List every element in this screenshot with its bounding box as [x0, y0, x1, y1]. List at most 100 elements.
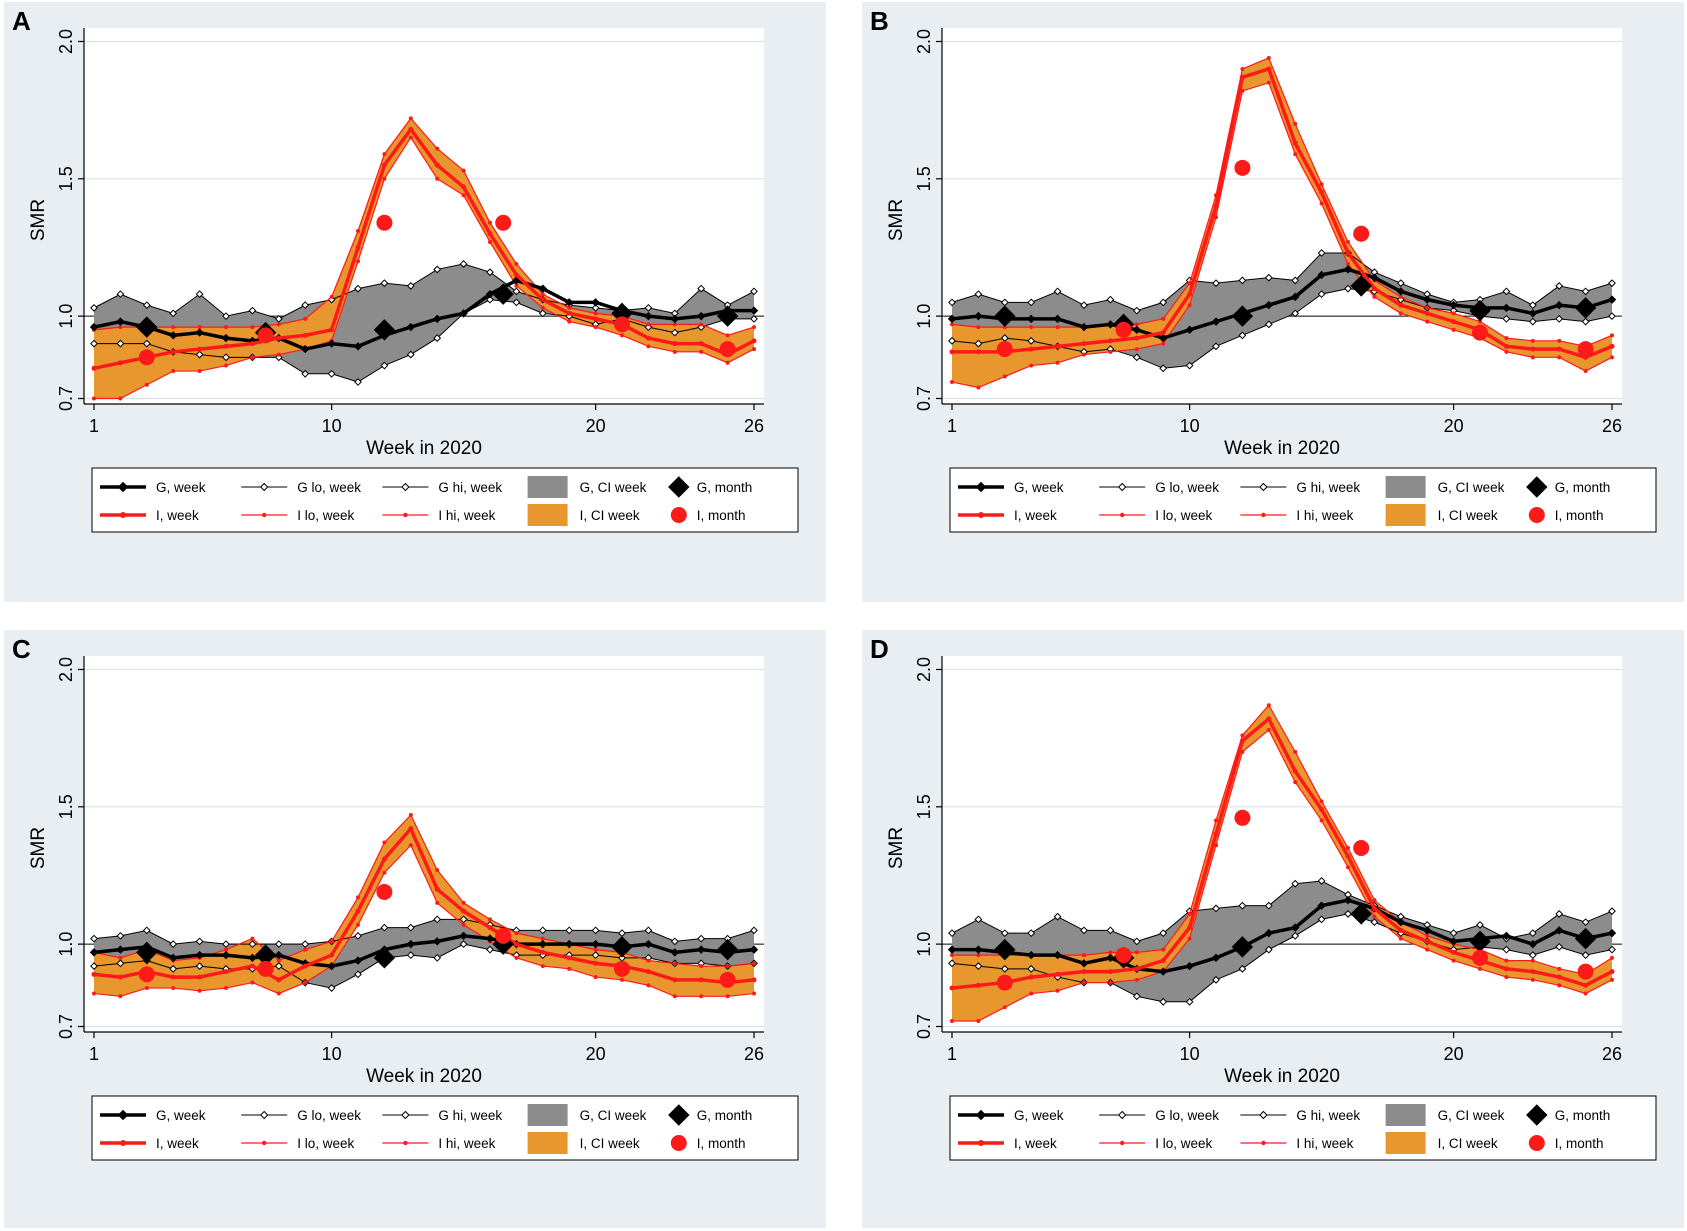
data-point	[1502, 287, 1511, 296]
x-axis-title: Week in 2020	[1224, 438, 1340, 459]
legend-item-i-week: I, week	[958, 508, 1057, 523]
data-point	[406, 923, 415, 932]
data-point	[485, 289, 495, 299]
data-point	[699, 349, 704, 354]
data-point	[354, 931, 362, 940]
data-point	[1134, 335, 1140, 341]
data-point	[1346, 846, 1350, 850]
data-point	[116, 290, 125, 299]
data-point	[276, 977, 282, 983]
data-point	[1343, 265, 1353, 274]
i-month-series	[138, 883, 736, 988]
data-point	[353, 956, 363, 965]
legend: G, week G lo, week G hi, week G, CI week G, …	[91, 1095, 799, 1161]
data-point	[1555, 942, 1564, 951]
data-point	[1478, 319, 1482, 324]
data-point	[142, 339, 151, 348]
y-tick-label: 2.0	[914, 29, 934, 54]
data-point	[950, 953, 954, 958]
data-point	[1027, 298, 1036, 307]
data-point	[91, 971, 97, 977]
legend-item-i-hi: I hi, week	[382, 1136, 496, 1151]
data-point	[645, 969, 651, 975]
legend-marker	[117, 1109, 129, 1121]
i-month-marker	[138, 966, 155, 983]
data-point	[514, 261, 519, 266]
legend-label: G, week	[156, 1108, 206, 1123]
data-point	[435, 176, 440, 181]
data-point	[1027, 929, 1036, 938]
x-tick-label: 10	[322, 416, 342, 436]
data-point	[948, 336, 956, 345]
panel-letter: B	[870, 6, 889, 36]
data-point	[948, 298, 956, 307]
data-point	[1504, 958, 1509, 963]
data-point	[1530, 355, 1535, 360]
data-point	[1530, 977, 1535, 982]
data-point	[1319, 182, 1324, 187]
data-point	[1159, 364, 1168, 373]
data-point	[169, 309, 178, 318]
data-point	[1239, 738, 1245, 744]
data-point	[540, 297, 546, 303]
data-point	[1424, 310, 1430, 316]
g-month-marker	[136, 941, 158, 964]
data-point	[197, 369, 202, 374]
data-point	[459, 309, 468, 318]
data-point	[92, 396, 96, 401]
data-point	[1581, 287, 1590, 296]
data-point	[672, 341, 678, 347]
data-point	[406, 350, 415, 359]
series-line	[951, 81, 1613, 389]
data-point	[461, 193, 466, 198]
data-point	[302, 332, 308, 338]
data-point	[670, 314, 680, 324]
data-point	[1398, 302, 1404, 308]
data-point	[90, 962, 98, 970]
data-point	[276, 352, 281, 357]
data-point	[538, 939, 548, 949]
data-point	[1159, 929, 1168, 938]
data-point	[1319, 818, 1324, 823]
data-point	[168, 331, 178, 340]
data-point	[461, 922, 466, 927]
data-point	[593, 975, 598, 980]
data-point	[1581, 951, 1590, 960]
data-point	[1610, 355, 1614, 360]
data-point	[947, 314, 957, 324]
data-point	[327, 961, 336, 971]
legend-item-g-hi: G hi, week	[382, 480, 502, 495]
data-point	[329, 952, 335, 958]
i-lo-series	[950, 727, 1614, 1024]
data-point	[672, 349, 677, 354]
data-point	[644, 926, 653, 935]
legend-item-g-hi: G hi, week	[1240, 1108, 1360, 1123]
i-month-marker	[495, 214, 512, 231]
legend-item-i-lo: I lo, week	[1099, 508, 1212, 523]
data-point	[195, 962, 204, 970]
data-point	[1080, 301, 1088, 310]
legend-item-g-month: G, month	[668, 1104, 752, 1126]
data-point	[1082, 953, 1086, 958]
data-point	[1583, 991, 1588, 996]
data-point	[488, 917, 492, 922]
data-point	[1557, 966, 1562, 971]
data-point	[327, 984, 336, 992]
data-point	[514, 283, 519, 288]
data-point	[380, 279, 389, 288]
data-point	[538, 284, 548, 293]
legend-item-g-ci: G, CI week	[1385, 1104, 1505, 1126]
data-point	[750, 314, 758, 323]
data-point	[91, 365, 97, 371]
legend-marker	[117, 481, 129, 493]
chart-panel-d: D 0.7 1.0 1.5 2.0 1 10 20 26 Week in 2020 SMR G, w…	[862, 630, 1684, 1228]
legend-item-i-ci: I, CI week	[527, 1132, 640, 1154]
data-point	[248, 953, 257, 963]
legend-swatch	[1385, 1104, 1426, 1126]
i-month-marker	[1353, 840, 1370, 856]
data-point	[1317, 901, 1326, 910]
data-point	[276, 322, 281, 327]
data-point	[646, 983, 651, 988]
data-point	[1081, 341, 1087, 347]
legend-item-g-lo: G lo, week	[241, 1108, 361, 1123]
